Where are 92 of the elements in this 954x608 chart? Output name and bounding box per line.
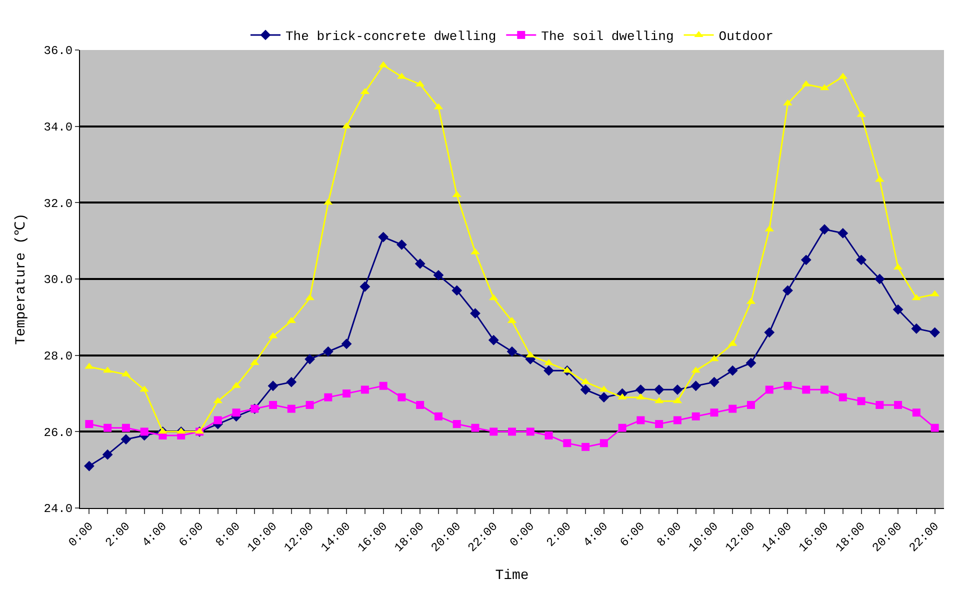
point — [398, 393, 406, 402]
point — [120, 434, 132, 444]
point — [452, 285, 462, 296]
point — [838, 393, 847, 402]
y-tick-label: 26.0 — [44, 426, 73, 440]
point — [304, 354, 315, 364]
point — [930, 424, 939, 432]
point — [894, 400, 902, 409]
x-axis-title: Time — [495, 568, 529, 584]
point — [765, 386, 774, 394]
point — [618, 424, 626, 432]
point — [727, 365, 738, 376]
point — [912, 408, 920, 417]
point — [85, 420, 94, 428]
point — [819, 224, 830, 235]
point — [434, 412, 442, 420]
point — [784, 382, 792, 390]
point — [820, 386, 829, 394]
point — [414, 258, 426, 269]
point — [856, 254, 866, 266]
point — [452, 420, 461, 428]
point — [673, 416, 682, 424]
point — [892, 304, 904, 315]
point — [433, 270, 444, 280]
point — [379, 382, 388, 390]
y-tick-label: 32.0 — [44, 196, 73, 211]
point — [269, 400, 278, 409]
point — [635, 384, 646, 395]
point — [930, 327, 940, 338]
point — [728, 404, 737, 413]
point — [636, 416, 645, 424]
point — [580, 384, 591, 395]
point — [287, 404, 296, 413]
point — [800, 254, 812, 266]
point — [232, 408, 240, 417]
point — [802, 386, 810, 394]
point — [709, 376, 720, 388]
point — [746, 358, 756, 368]
legend-label: The brick-concrete dwelling — [286, 29, 496, 44]
point — [600, 439, 608, 448]
y-tick-label: 34.0 — [44, 120, 73, 135]
point — [876, 400, 884, 409]
y-tick-label: 28.0 — [44, 350, 73, 364]
point — [598, 392, 610, 403]
point — [322, 346, 334, 357]
legend-label: The soil dwelling — [541, 29, 674, 44]
point — [140, 428, 148, 436]
point — [506, 346, 518, 357]
point — [911, 323, 922, 334]
point — [488, 334, 499, 346]
point — [471, 424, 480, 432]
y-tick-label: 36.0 — [44, 44, 73, 58]
point — [360, 281, 370, 292]
point — [268, 380, 278, 392]
point — [360, 386, 369, 394]
point — [122, 424, 130, 432]
y-tick-label: 30.0 — [44, 273, 73, 288]
point — [582, 442, 590, 451]
point — [544, 365, 554, 376]
point — [692, 412, 700, 420]
point — [857, 397, 866, 406]
point — [838, 228, 848, 238]
point — [654, 384, 664, 395]
point — [490, 428, 498, 436]
point — [470, 308, 480, 319]
point — [416, 400, 424, 409]
point — [544, 431, 553, 440]
point — [563, 439, 572, 448]
y-axis-title: Temperature (℃) — [13, 213, 30, 345]
point — [342, 390, 351, 398]
y-tick-label: 24.0 — [44, 502, 73, 516]
point — [782, 285, 793, 296]
point — [710, 408, 718, 417]
point — [84, 460, 94, 472]
point — [526, 428, 534, 436]
point — [874, 274, 885, 284]
point — [286, 376, 297, 388]
point — [102, 449, 113, 460]
point — [508, 428, 516, 436]
point — [378, 232, 389, 242]
point — [341, 338, 352, 350]
point — [690, 380, 702, 392]
point — [746, 400, 755, 409]
point — [396, 239, 407, 250]
point — [104, 424, 112, 432]
point — [655, 420, 664, 428]
point — [306, 400, 314, 409]
point — [764, 327, 775, 338]
point — [672, 384, 683, 395]
point — [214, 416, 222, 424]
legend-label: Outdoor — [718, 29, 774, 44]
point — [324, 393, 332, 402]
